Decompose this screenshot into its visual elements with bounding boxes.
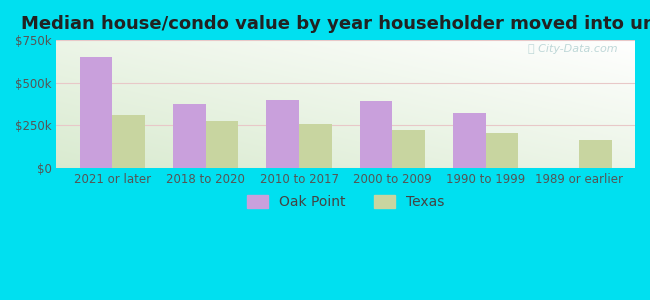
Bar: [80, 57, 112, 168]
Bar: [359, 101, 393, 168]
Bar: [393, 130, 425, 168]
Title: Median house/condo value by year householder moved into unit: Median house/condo value by year househo…: [21, 15, 650, 33]
Bar: [453, 112, 486, 168]
Bar: [486, 133, 518, 168]
Bar: [299, 124, 332, 168]
Bar: [173, 104, 206, 168]
Legend: Oak Point, Texas: Oak Point, Texas: [242, 190, 450, 215]
Bar: [206, 121, 239, 168]
Bar: [112, 115, 145, 168]
Bar: [266, 100, 299, 168]
Bar: [579, 140, 612, 168]
Text: ⓘ City-Data.com: ⓘ City-Data.com: [528, 44, 618, 54]
